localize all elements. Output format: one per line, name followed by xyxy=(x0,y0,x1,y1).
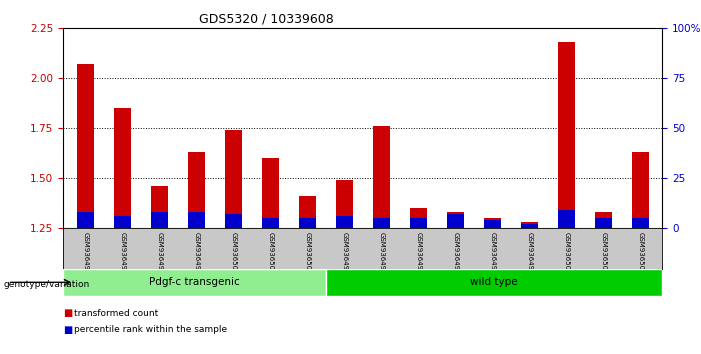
Text: GSM936494: GSM936494 xyxy=(156,232,163,274)
Bar xyxy=(484,218,501,228)
Bar xyxy=(188,152,205,228)
Text: Pdgf-c transgenic: Pdgf-c transgenic xyxy=(149,277,240,287)
Text: GSM936502: GSM936502 xyxy=(600,232,606,274)
Bar xyxy=(336,180,353,228)
Text: GSM936501: GSM936501 xyxy=(230,232,236,274)
Text: GSM936500: GSM936500 xyxy=(563,232,569,274)
Bar xyxy=(299,218,315,228)
Bar xyxy=(114,108,130,228)
Text: GSM936493: GSM936493 xyxy=(379,232,384,274)
Bar xyxy=(373,218,390,228)
Bar xyxy=(262,218,278,228)
Text: GSM936495: GSM936495 xyxy=(415,232,421,274)
Text: genotype/variation: genotype/variation xyxy=(4,280,90,290)
Text: GSM936499: GSM936499 xyxy=(526,232,532,274)
Bar xyxy=(77,212,94,228)
Bar xyxy=(151,186,168,228)
Bar xyxy=(373,126,390,228)
Bar xyxy=(151,212,168,228)
Bar xyxy=(262,158,278,228)
Text: GSM936497: GSM936497 xyxy=(193,232,199,274)
Bar xyxy=(521,224,538,228)
Bar xyxy=(299,196,315,228)
Bar xyxy=(77,64,94,228)
Bar xyxy=(225,214,242,228)
Text: GDS5320 / 10339608: GDS5320 / 10339608 xyxy=(199,12,334,25)
Bar xyxy=(326,269,662,296)
Bar xyxy=(558,210,575,228)
Text: transformed count: transformed count xyxy=(74,309,158,318)
Bar xyxy=(114,216,130,228)
Bar xyxy=(410,218,427,228)
Text: GSM936492: GSM936492 xyxy=(341,232,347,274)
Text: GSM936498: GSM936498 xyxy=(489,232,496,274)
Bar xyxy=(521,222,538,228)
Bar xyxy=(336,216,353,228)
Text: GSM936490: GSM936490 xyxy=(82,232,88,274)
Text: percentile rank within the sample: percentile rank within the sample xyxy=(74,325,226,335)
Text: GSM936505: GSM936505 xyxy=(637,232,644,274)
Bar xyxy=(410,208,427,228)
Bar xyxy=(188,212,205,228)
Text: GSM936491: GSM936491 xyxy=(119,232,125,274)
Bar xyxy=(595,218,611,228)
Text: wild type: wild type xyxy=(470,277,518,287)
Text: GSM936503: GSM936503 xyxy=(267,232,273,274)
Text: GSM936504: GSM936504 xyxy=(304,232,311,274)
Bar xyxy=(558,42,575,228)
Bar xyxy=(447,212,463,228)
Text: GSM936496: GSM936496 xyxy=(452,232,458,274)
Bar xyxy=(63,269,326,296)
Bar xyxy=(447,214,463,228)
Bar xyxy=(225,130,242,228)
Bar xyxy=(595,212,611,228)
Text: ■: ■ xyxy=(63,325,72,335)
Text: ■: ■ xyxy=(63,308,72,318)
Bar xyxy=(484,220,501,228)
Bar xyxy=(632,218,648,228)
Bar xyxy=(632,152,648,228)
